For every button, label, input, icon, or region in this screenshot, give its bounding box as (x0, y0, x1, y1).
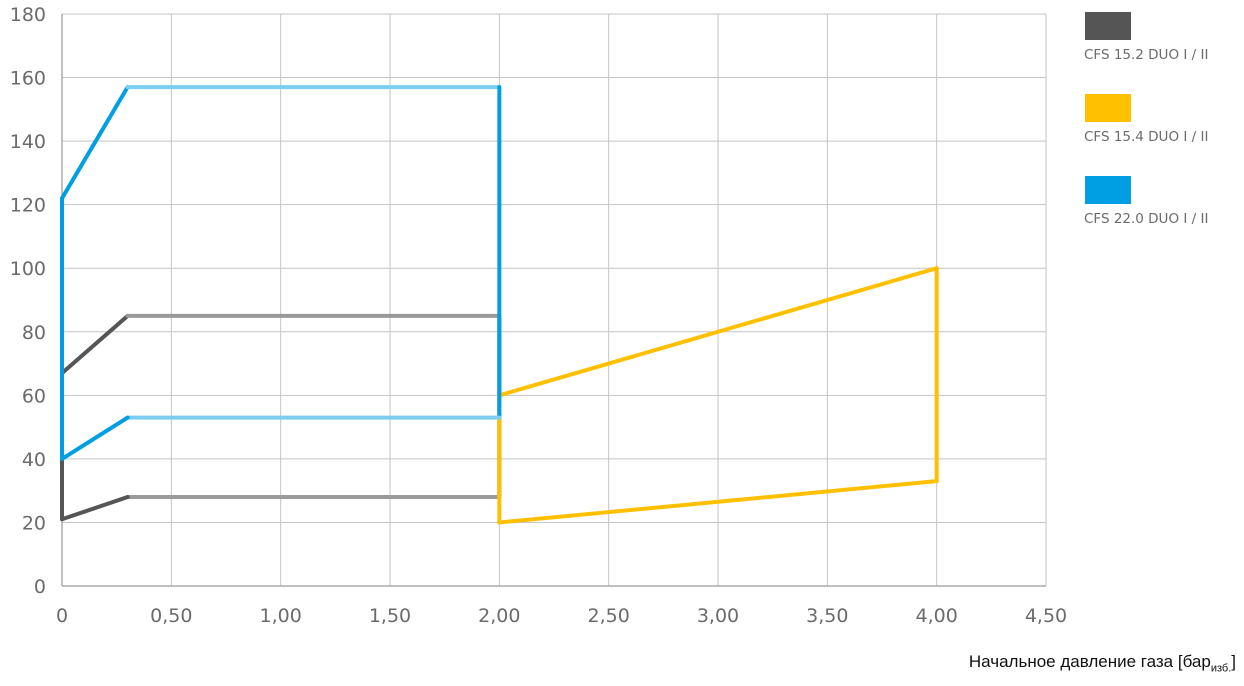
series-cfs-22-0 (60, 85, 502, 461)
x-tick-label: 0 (56, 605, 68, 627)
series-segment-cfs-15-2 (60, 313, 130, 376)
chart-grid (61, 13, 1047, 587)
x-axis-label-main: Начальное давление газа [бар (968, 652, 1211, 671)
legend-label-cfs-15-2: CFS 15.2 DUO I / II (1084, 47, 1209, 63)
x-tick-label: 3,00 (697, 605, 739, 627)
legend-swatch-cfs-15-2 (1085, 12, 1131, 40)
y-tick-label: 120 (10, 195, 46, 217)
x-axis-label-end: ] (1231, 652, 1236, 671)
legend-swatch-cfs-15-4 (1085, 94, 1131, 122)
y-tick-label: 60 (22, 385, 46, 407)
series-segment-cfs-15-4 (497, 266, 939, 398)
y-tick-label: 140 (10, 131, 46, 153)
chart-series (60, 85, 939, 525)
x-tick-label: 3,50 (806, 605, 848, 627)
series-cfs-15-4 (497, 266, 939, 525)
x-axis-label: Начальное давление газа [баризб.] (969, 652, 1236, 674)
chart-tick-labels: 0 0,50 1,00 1,50 2,00 2,50 3,00 3,50 4,00 4,50 0 20… (10, 4, 1067, 627)
x-tick-label: 2,00 (478, 605, 520, 627)
x-tick-label: 4,50 (1025, 605, 1067, 627)
legend-swatch-cfs-22-0 (1085, 176, 1131, 204)
legend-label-cfs-15-4: CFS 15.4 DUO I / II (1084, 129, 1209, 145)
legend-label-cfs-22-0: CFS 22.0 DUO I / II (1084, 211, 1209, 227)
x-tick-label: 2,50 (588, 605, 630, 627)
series-segment-cfs-22-0 (60, 415, 130, 461)
y-tick-label: 180 (10, 4, 46, 26)
x-tick-label: 4,00 (916, 605, 958, 627)
x-tick-label: 1,50 (369, 605, 411, 627)
y-tick-label: 160 (10, 68, 46, 90)
y-tick-label: 80 (22, 322, 46, 344)
y-tick-label: 100 (10, 258, 46, 280)
y-tick-label: 20 (22, 512, 46, 534)
y-tick-label: 0 (34, 576, 46, 598)
x-axis-label-subscript: изб. (1210, 662, 1232, 675)
x-tick-label: 0,50 (150, 605, 192, 627)
y-tick-label: 40 (22, 449, 46, 471)
series-segment-cfs-15-2 (60, 495, 130, 522)
series-segment-cfs-15-4 (497, 479, 939, 525)
series-segment-cfs-22-0 (60, 85, 130, 201)
x-tick-label: 1,00 (260, 605, 302, 627)
